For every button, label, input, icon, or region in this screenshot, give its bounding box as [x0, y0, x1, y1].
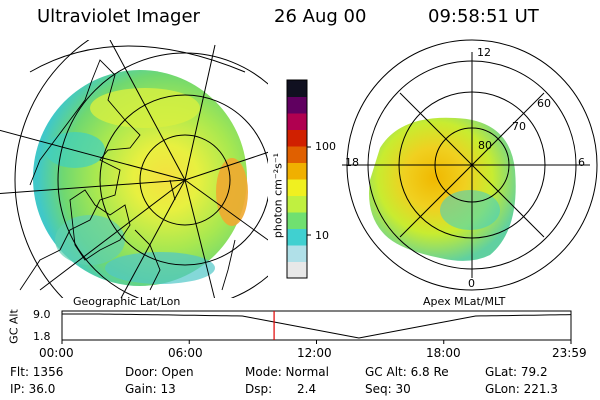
colorbar-swatch: [287, 179, 307, 196]
timeline-xtick-2: 12:00: [297, 346, 332, 360]
mlt-label-0: 0: [468, 277, 475, 290]
colorbar-swatch: [287, 146, 307, 163]
mlt-label-6: 6: [578, 156, 585, 169]
colorbar-swatch: [287, 129, 307, 147]
colorbar-swatch: [287, 162, 307, 180]
mlt-label-12: 12: [477, 46, 491, 59]
timeline-xtick-4: 23:59: [552, 346, 587, 360]
colorbar-swatch: [287, 212, 307, 229]
info-flt: Flt: 1356: [10, 365, 64, 379]
geographic-caption: Geographic Lat/Lon: [73, 295, 181, 308]
lat-label-80: 80: [478, 139, 492, 152]
colorbar-swatch: [287, 80, 307, 97]
info-gain: Gain: 13: [125, 382, 176, 396]
colorbar-tick-100: 100: [315, 140, 336, 153]
info-mode: Mode: Normal: [245, 365, 329, 379]
time-label: 09:58:51 UT: [428, 6, 539, 27]
colorbar-swatch: [287, 113, 307, 130]
colorbar-tick-10: 10: [315, 229, 329, 242]
timeline-xtick-3: 18:00: [426, 346, 461, 360]
timeline-ytick-low: 1.8: [33, 330, 51, 343]
info-gc-alt: GC Alt: 6.8 Re: [365, 365, 449, 379]
lat-label-60: 60: [537, 97, 551, 110]
colorbar-swatch: [287, 261, 307, 279]
info-ip: IP: 36.0: [10, 382, 56, 396]
timeline-xtick-1: 06:00: [168, 346, 203, 360]
instrument-title: Ultraviolet Imager: [37, 6, 200, 27]
info-dsp-value: 2.4: [297, 382, 317, 396]
timeline-xtick-0: 00:00: [39, 346, 74, 360]
altitude-trace: [62, 313, 572, 339]
lat-label-70: 70: [512, 120, 526, 133]
info-seq: Seq: 30: [365, 382, 411, 396]
colorbar-swatch: [287, 245, 307, 262]
colorbar-swatch: [287, 195, 307, 213]
magnetic-caption: Apex MLat/MLT: [423, 295, 506, 308]
mlt-label-18: 18: [345, 156, 359, 169]
info-glat: GLat: 79.2: [485, 365, 548, 379]
info-dsp-label: Dsp:: [245, 382, 273, 396]
colorbar-swatch: [287, 228, 307, 246]
info-door: Door: Open: [125, 365, 194, 379]
colorbar-swatch: [287, 96, 307, 114]
timeline-ytick-high: 9.0: [33, 308, 51, 321]
info-glon: GLon: 221.3: [485, 382, 558, 396]
date-label: 26 Aug 00: [274, 6, 367, 27]
